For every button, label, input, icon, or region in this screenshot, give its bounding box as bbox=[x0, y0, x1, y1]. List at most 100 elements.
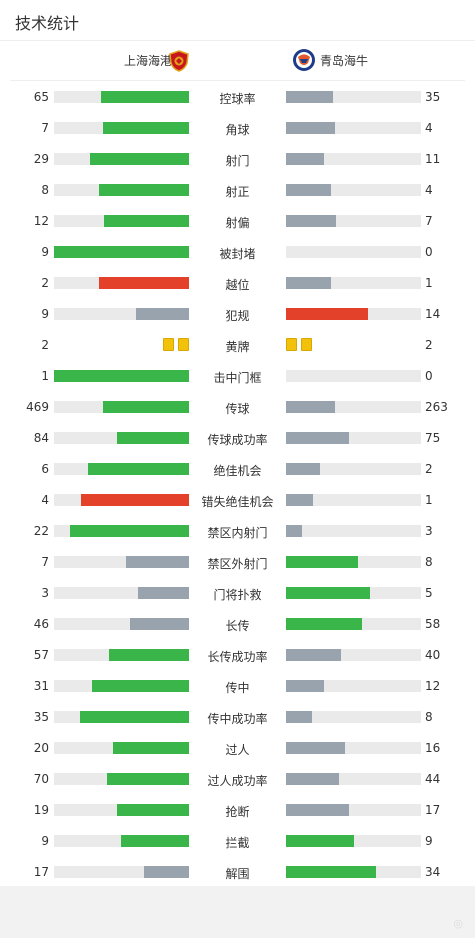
stat-row: 7 禁区外射门 8 bbox=[0, 547, 475, 578]
home-stat-bar-fill bbox=[54, 370, 189, 382]
away-stat-value: 44 bbox=[425, 772, 441, 786]
yellow-card-icon bbox=[301, 338, 312, 351]
away-stat-value: 12 bbox=[425, 679, 441, 693]
away-stat-bar-track bbox=[286, 835, 421, 847]
home-stat-value: 65 bbox=[33, 90, 49, 104]
away-stat-bar-fill bbox=[286, 680, 324, 692]
home-stat-bar-track bbox=[54, 804, 189, 816]
home-stat-bar-fill bbox=[144, 866, 189, 878]
away-stat-value: 75 bbox=[425, 431, 441, 445]
home-stat-bar-track bbox=[54, 649, 189, 661]
stat-label: 射偏 bbox=[225, 216, 250, 230]
home-stat-bar-fill bbox=[70, 525, 189, 537]
page-footer: ◎ bbox=[0, 886, 475, 938]
stat-row: 1 击中门框 0 bbox=[0, 361, 475, 392]
stat-row: 65 控球率 35 bbox=[0, 82, 475, 113]
away-stat-bar-track bbox=[286, 277, 421, 289]
away-stat-value: 4 bbox=[425, 121, 433, 135]
away-stat-bar-fill bbox=[286, 773, 339, 785]
home-stat-bar-fill bbox=[101, 91, 189, 103]
away-stat-bar-track bbox=[286, 525, 421, 537]
home-stat-bar-fill bbox=[99, 184, 189, 196]
home-stat-bar-track bbox=[54, 215, 189, 227]
away-stat-bar-track bbox=[286, 122, 421, 134]
away-stat-value: 2 bbox=[425, 338, 433, 352]
home-stat-bar-track bbox=[54, 277, 189, 289]
stat-label: 控球率 bbox=[219, 92, 256, 106]
away-stat-bar-track bbox=[286, 246, 421, 258]
stat-row: 7 角球 4 bbox=[0, 113, 475, 144]
home-stat-bar-fill bbox=[90, 153, 189, 165]
home-stat-bar-track bbox=[54, 525, 189, 537]
away-stat-value: 16 bbox=[425, 741, 441, 755]
away-stat-bar-fill bbox=[286, 463, 320, 475]
away-stat-bar-track bbox=[286, 773, 421, 785]
away-stat-bar-track bbox=[286, 308, 421, 320]
stat-label: 击中门框 bbox=[213, 371, 262, 385]
stat-label: 绝佳机会 bbox=[213, 464, 262, 478]
stat-row: 8 射正 4 bbox=[0, 175, 475, 206]
stat-label: 解围 bbox=[225, 867, 250, 881]
stat-row: 70 过人成功率 44 bbox=[0, 764, 475, 795]
stat-label: 抢断 bbox=[225, 805, 250, 819]
away-stat-value: 8 bbox=[425, 710, 433, 724]
away-yellow-cards bbox=[286, 338, 312, 351]
home-stat-bar-track bbox=[54, 680, 189, 692]
home-yellow-cards bbox=[163, 338, 189, 351]
home-stat-value: 4 bbox=[41, 493, 49, 507]
home-stat-bar-track bbox=[54, 494, 189, 506]
away-stat-bar-fill bbox=[286, 277, 331, 289]
home-stat-value: 19 bbox=[33, 803, 49, 817]
away-team-name: 青岛海牛 bbox=[320, 54, 369, 68]
stat-row: 22 禁区内射门 3 bbox=[0, 516, 475, 547]
home-stat-bar-track bbox=[54, 91, 189, 103]
stat-label: 射门 bbox=[225, 154, 250, 168]
away-stat-value: 0 bbox=[425, 369, 433, 383]
away-stat-bar-fill bbox=[286, 184, 331, 196]
home-stat-bar-fill bbox=[99, 277, 189, 289]
stat-row: 4 错失绝佳机会 1 bbox=[0, 485, 475, 516]
away-stat-bar-track bbox=[286, 618, 421, 630]
home-stat-value: 6 bbox=[41, 462, 49, 476]
away-stat-value: 1 bbox=[425, 276, 433, 290]
away-stat-value: 34 bbox=[425, 865, 441, 879]
home-stat-value: 35 bbox=[33, 710, 49, 724]
home-stat-bar-track bbox=[54, 773, 189, 785]
home-stat-bar-track bbox=[54, 866, 189, 878]
qingdao-hainiu-crest-icon bbox=[292, 48, 316, 72]
away-stat-bar-track bbox=[286, 680, 421, 692]
stat-row: 17 解围 34 bbox=[0, 857, 475, 888]
home-stat-value: 57 bbox=[33, 648, 49, 662]
home-stat-value: 1 bbox=[41, 369, 49, 383]
home-stat-bar-fill bbox=[138, 587, 189, 599]
teams-header: 上海海港 青岛海牛 bbox=[10, 42, 465, 81]
away-stat-value: 9 bbox=[425, 834, 433, 848]
away-stat-value: 8 bbox=[425, 555, 433, 569]
away-stat-value: 1 bbox=[425, 493, 433, 507]
home-stat-value: 7 bbox=[41, 121, 49, 135]
away-stat-value: 7 bbox=[425, 214, 433, 228]
home-stat-value: 17 bbox=[33, 865, 49, 879]
stat-label: 传球成功率 bbox=[207, 433, 268, 447]
home-stat-bar-track bbox=[54, 122, 189, 134]
home-stat-bar-track bbox=[54, 308, 189, 320]
stat-label: 射正 bbox=[225, 185, 250, 199]
stat-label: 错失绝佳机会 bbox=[201, 495, 274, 509]
stat-label: 被封堵 bbox=[219, 247, 256, 261]
away-stat-bar-track bbox=[286, 494, 421, 506]
away-stat-bar-fill bbox=[286, 711, 312, 723]
stat-row: 6 绝佳机会 2 bbox=[0, 454, 475, 485]
stat-row: 9 拦截 9 bbox=[0, 826, 475, 857]
away-stat-bar-fill bbox=[286, 494, 313, 506]
stat-row: 9 被封堵 0 bbox=[0, 237, 475, 268]
away-stat-bar-fill bbox=[286, 525, 302, 537]
stat-row: 29 射门 11 bbox=[0, 144, 475, 175]
home-stat-bar-fill bbox=[92, 680, 189, 692]
stat-row: 84 传球成功率 75 bbox=[0, 423, 475, 454]
away-stat-value: 2 bbox=[425, 462, 433, 476]
away-stat-value: 0 bbox=[425, 245, 433, 259]
yellow-card-icon bbox=[286, 338, 297, 351]
stat-row: 31 传中 12 bbox=[0, 671, 475, 702]
watermark-icon: ◎ bbox=[453, 917, 463, 930]
home-stat-value: 20 bbox=[33, 741, 49, 755]
